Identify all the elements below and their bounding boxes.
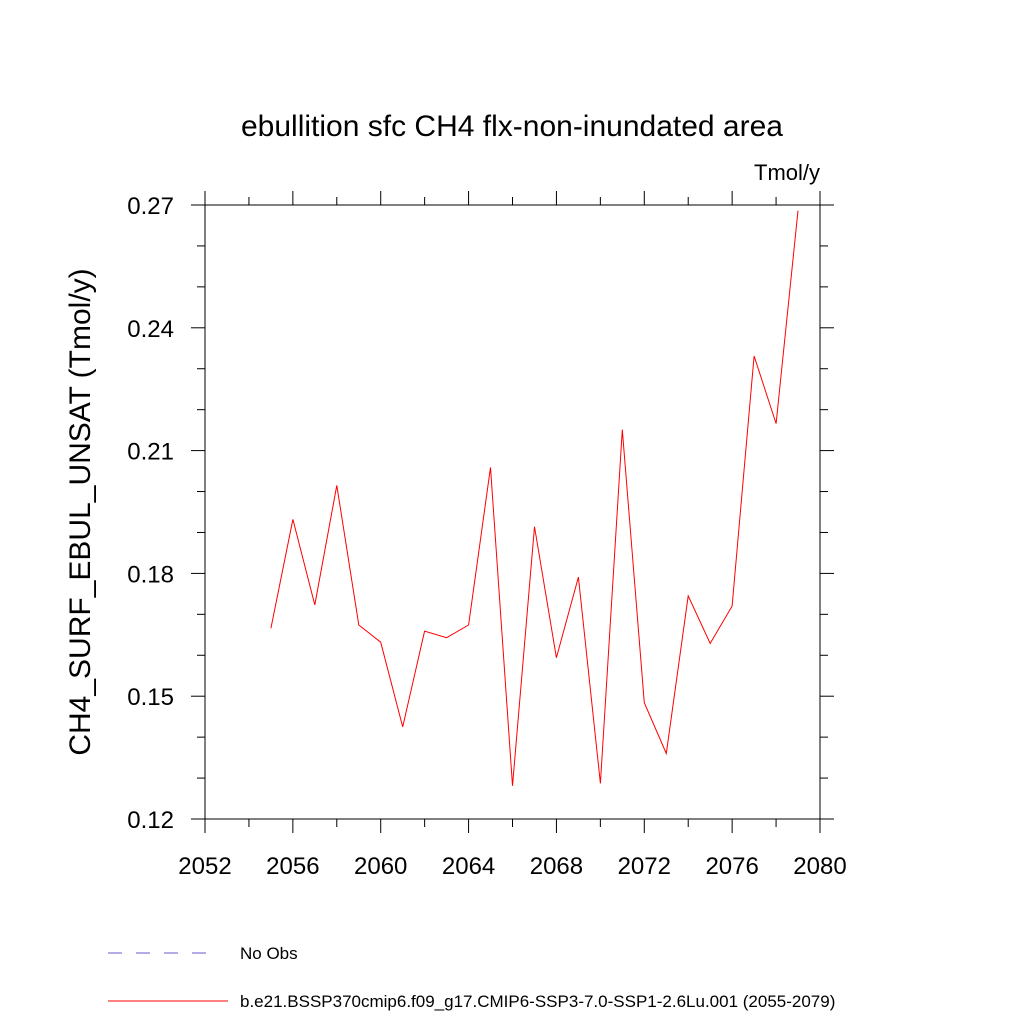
y-tick-label: 0.24 [127, 316, 174, 343]
x-tick-label: 2072 [618, 853, 671, 880]
y-axis-label: CH4_SURF_EBUL_UNSAT (Tmol/y) [64, 268, 97, 755]
chart-title: ebullition sfc CH4 flx-non-inundated are… [241, 110, 783, 143]
units-label: Tmol/y [754, 160, 820, 185]
plot-area: 2052 2056 2060 2064 2068 2072 2076 2080 0.12 0.15… [127, 191, 847, 880]
y-tick-label: 0.21 [127, 439, 174, 466]
y-tick-label: 0.18 [127, 561, 174, 588]
legend-label-series: b.e21.BSSP370cmip6.f09_g17.CMIP6-SSP3-7.… [240, 992, 835, 1011]
x-tick-label: 2056 [266, 853, 319, 880]
x-tick-label: 2060 [354, 853, 407, 880]
legend: No Obs b.e21.BSSP370cmip6.f09_g17.CMIP6-… [108, 944, 835, 1011]
y-tick-label: 0.15 [127, 684, 174, 711]
plot-frame [204, 204, 821, 820]
x-tick-label: 2064 [442, 853, 495, 880]
y-tick-label: 0.12 [127, 807, 174, 834]
legend-label-no-obs: No Obs [240, 944, 298, 963]
series-line-0 [270, 210, 799, 786]
x-tick-label: 2080 [793, 853, 846, 880]
y-tick-label: 0.27 [127, 193, 174, 220]
x-tick-label: 2068 [530, 853, 583, 880]
x-tick-label: 2052 [178, 853, 231, 880]
x-tick-label: 2076 [705, 853, 758, 880]
